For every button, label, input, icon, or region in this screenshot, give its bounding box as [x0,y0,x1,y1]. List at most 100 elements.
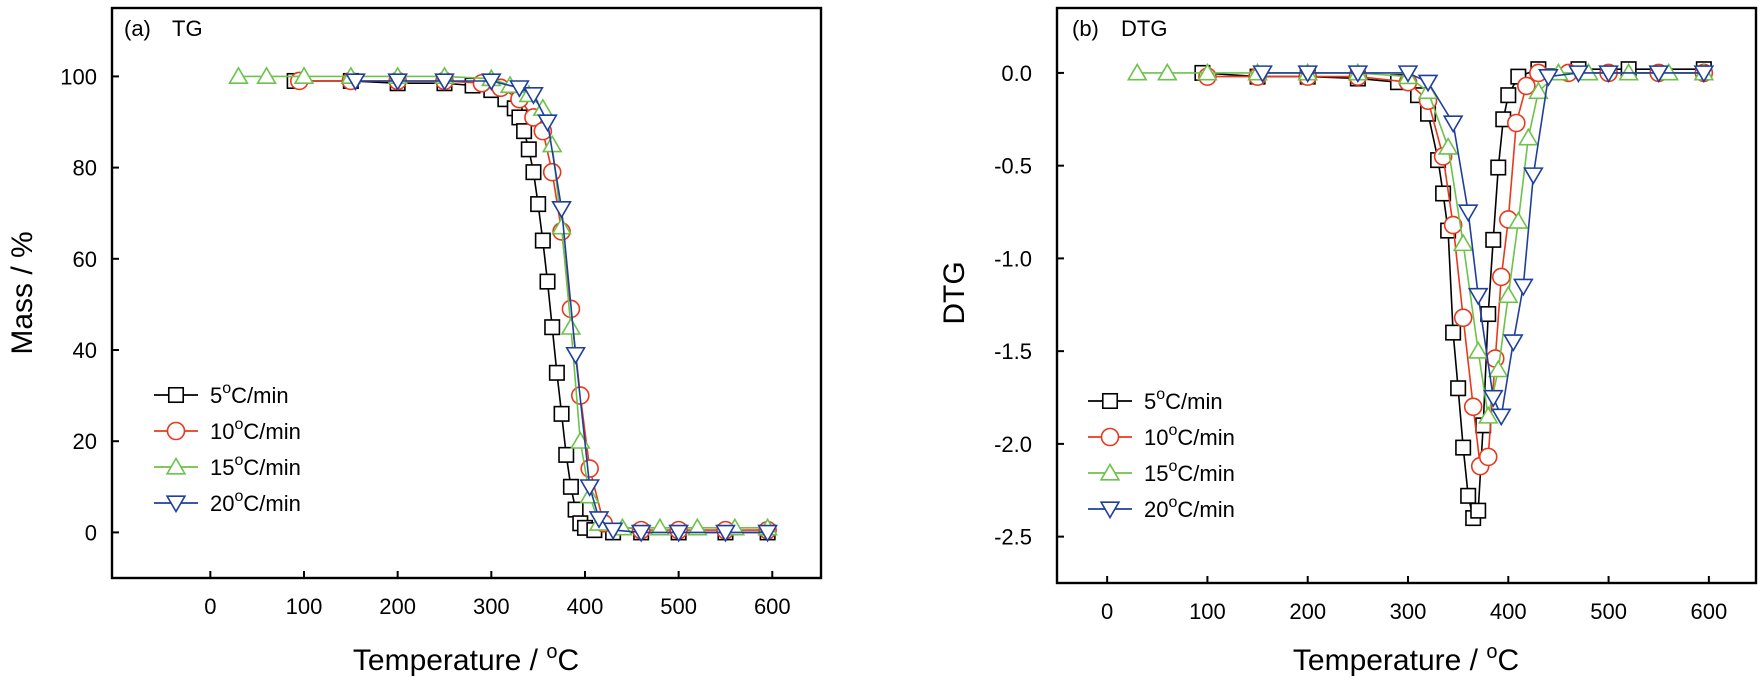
data-point [1598,65,1619,84]
data-point [387,73,408,92]
data-point [1347,65,1369,84]
data-point [345,73,366,92]
data-point [668,524,689,543]
data-point [551,201,572,219]
x-tick-label: 500 [1590,599,1627,624]
data-point [1491,267,1511,287]
data-point [1450,380,1467,397]
x-tick-label: 0 [204,594,216,619]
series-line [1207,72,1704,468]
plot-frame [1055,6,1758,585]
data-point [757,524,778,543]
data-point [1252,65,1273,84]
data-point [1457,204,1479,223]
data-point [530,196,547,213]
data-point [630,524,652,543]
data-point [1528,81,1549,100]
data-point [1452,233,1474,252]
data-point [649,517,671,536]
data-point [565,346,586,365]
data-point [228,66,249,84]
data-point [509,80,530,98]
x-tick-label: 200 [379,594,416,619]
legend-label: 5oC/min [1144,386,1223,414]
data-point [1482,389,1504,408]
panel-tag: (a) [124,16,151,41]
legend-label: 5oC/min [210,380,289,408]
y-tick-label: -1.5 [994,339,1032,364]
data-point [520,141,537,158]
data-point [558,446,575,463]
y-tick-label: -1.0 [994,246,1032,271]
data-point [560,317,582,335]
data-point [548,364,565,381]
x-tick-label: 0 [1101,599,1113,624]
legend-item: 10oC/min [154,416,301,444]
data-point [1490,159,1507,176]
y-ticks: 0 20 40 60 80 100 [60,64,119,545]
data-point [1517,76,1536,96]
data-point [534,232,551,249]
x-tick-label: 100 [286,594,323,619]
series-20 [1252,65,1715,427]
series-line [1262,72,1704,419]
legend-marker [167,386,185,404]
data-point [544,319,561,336]
y-axis-title: DTG [938,261,971,324]
y-tick-label: 80 [73,156,97,181]
data-point [1568,65,1589,84]
data-point [1693,65,1715,84]
chart-title: TG [172,16,203,41]
data-point [1507,113,1526,133]
data-point [602,522,624,541]
data-point [293,66,315,84]
data-point [1467,287,1489,306]
x-tick-label: 100 [1189,599,1226,624]
data-point [1463,397,1483,417]
data-point [1485,231,1502,248]
x-ticks: 0 100 200 300 400 500 600 [1101,576,1727,624]
y-tick-label: -2.0 [994,432,1032,457]
data-point [562,478,579,495]
x-tick-label: 200 [1289,599,1326,624]
data-point [1460,487,1477,504]
legend-marker [1100,427,1120,447]
data-point [523,87,544,105]
data-point [1477,405,1499,424]
legend-marker [1101,392,1119,410]
x-axis-title: Temperature / oC [353,641,579,677]
data-point [434,73,455,92]
y-tick-label: 20 [73,429,97,454]
data-point [1500,87,1517,104]
legend-marker [165,456,187,475]
data-point [1455,439,1472,456]
y-tick-label: -0.5 [994,154,1032,179]
data-point [1648,65,1670,84]
legend-label: 15oC/min [1144,458,1235,486]
data-point [551,216,572,235]
legend-item: 5oC/min [154,380,289,408]
legend-label: 10oC/min [1144,422,1235,450]
y-tick-label: 40 [73,338,97,363]
data-point [537,114,558,133]
legend-marker [1099,501,1121,520]
data-point [516,123,533,140]
legend-item: 15oC/min [1088,458,1235,486]
data-point [1518,127,1539,146]
data-point [542,162,562,182]
legend: 5oC/min 10oC/min 15oC/min 20oC/min [1088,386,1235,522]
data-point [1490,408,1512,427]
data-point [715,524,736,543]
data-point [567,501,584,518]
x-tick-label: 400 [567,594,604,619]
y-tick-label: 0 [85,520,97,545]
legend-marker [166,421,186,441]
y-tick-label: 100 [60,64,97,89]
panel-a: (a) TG Mass / % Temperature / oC 0 100 200… [6,6,823,677]
legend-label: 20oC/min [1144,494,1235,522]
data-point [1197,62,1218,81]
x-tick-label: 400 [1490,599,1527,624]
y-tick-label: 0.0 [1001,61,1032,86]
data-point [687,517,708,536]
